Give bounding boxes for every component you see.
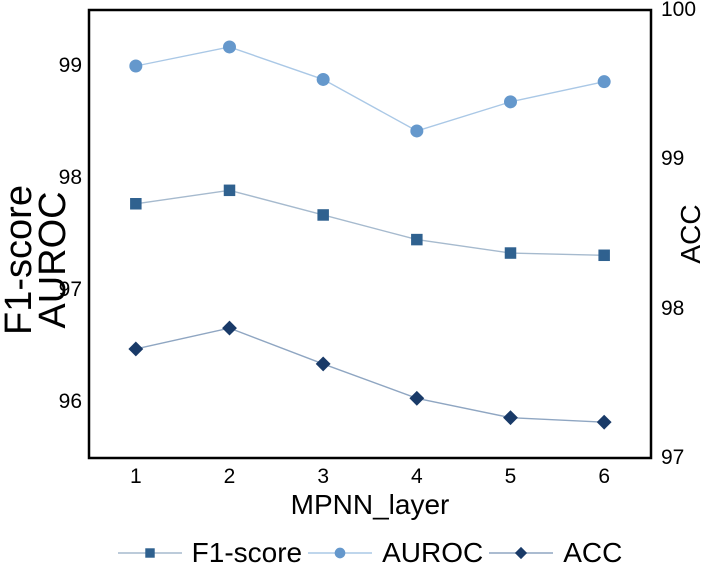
legend-label: F1-score [191, 537, 303, 568]
legend: F1-score AUROC ACC [89, 537, 651, 569]
legend-circle-marker-icon [308, 547, 373, 559]
legend-marker [144, 548, 155, 558]
left-axis-tick: 96 [58, 390, 82, 413]
acc-marker [222, 320, 237, 336]
x-axis-tick: 3 [317, 465, 329, 488]
auroc-marker [504, 95, 517, 109]
left-axis-title-line1: F1-score [0, 185, 40, 335]
right-axis-tick: 98 [661, 296, 685, 320]
legend-entry-f1-score: F1-score [117, 537, 303, 569]
f1-score-marker [504, 247, 517, 259]
acc-marker [596, 414, 612, 430]
left-axis-tick: 98 [58, 166, 82, 189]
series-markers-f1-score [130, 184, 610, 262]
legend-diamond-marker-icon [489, 546, 554, 560]
x-axis-tick: 2 [223, 465, 236, 488]
legend-label: ACC [563, 537, 623, 568]
legend-entry-auroc: AUROC [308, 537, 483, 569]
left-axis-tick: 97 [58, 278, 82, 301]
x-axis-tick: 5 [504, 465, 517, 488]
legend-marker [515, 546, 528, 560]
f1-score-marker [598, 249, 610, 262]
right-axis-tick: 99 [661, 147, 685, 171]
auroc-marker [223, 40, 236, 54]
left-axis-title-line2: AUROC [32, 191, 74, 329]
legend-label: AUROC [382, 537, 484, 568]
f1-score-marker [411, 233, 423, 246]
x-axis-tick: 4 [410, 465, 423, 488]
x-axis-tick: 1 [129, 465, 142, 488]
legend-entry-acc: ACC [489, 537, 622, 569]
series-markers-acc [128, 320, 612, 430]
right-axis-title: ACC [675, 204, 706, 264]
f1-score-marker [317, 209, 329, 221]
x-axis-title: MPNN_layer [290, 489, 450, 520]
series-line-f1-score [135, 189, 605, 256]
series-markers-auroc [129, 40, 611, 138]
auroc-marker [129, 59, 143, 73]
auroc-marker [316, 72, 330, 86]
f1-score-marker [130, 198, 142, 210]
legend-marker [334, 547, 346, 559]
auroc-marker [410, 124, 424, 138]
acc-marker [409, 390, 425, 406]
plot-border [87, 8, 653, 460]
acc-marker [315, 356, 331, 372]
legend-square-marker-icon [117, 548, 182, 558]
auroc-marker [597, 75, 611, 89]
f1-score-marker [223, 184, 236, 197]
left-axis-tick: 99 [58, 54, 82, 77]
series-line-auroc [135, 46, 605, 132]
acc-marker [128, 341, 144, 357]
right-axis-tick: 100 [661, 0, 697, 21]
x-axis-tick: 6 [598, 465, 610, 488]
left-axis-title: F1-score AUROC [0, 185, 74, 335]
series-line-acc [135, 327, 605, 423]
acc-marker [503, 410, 518, 426]
right-axis-tick: 97 [661, 446, 685, 469]
